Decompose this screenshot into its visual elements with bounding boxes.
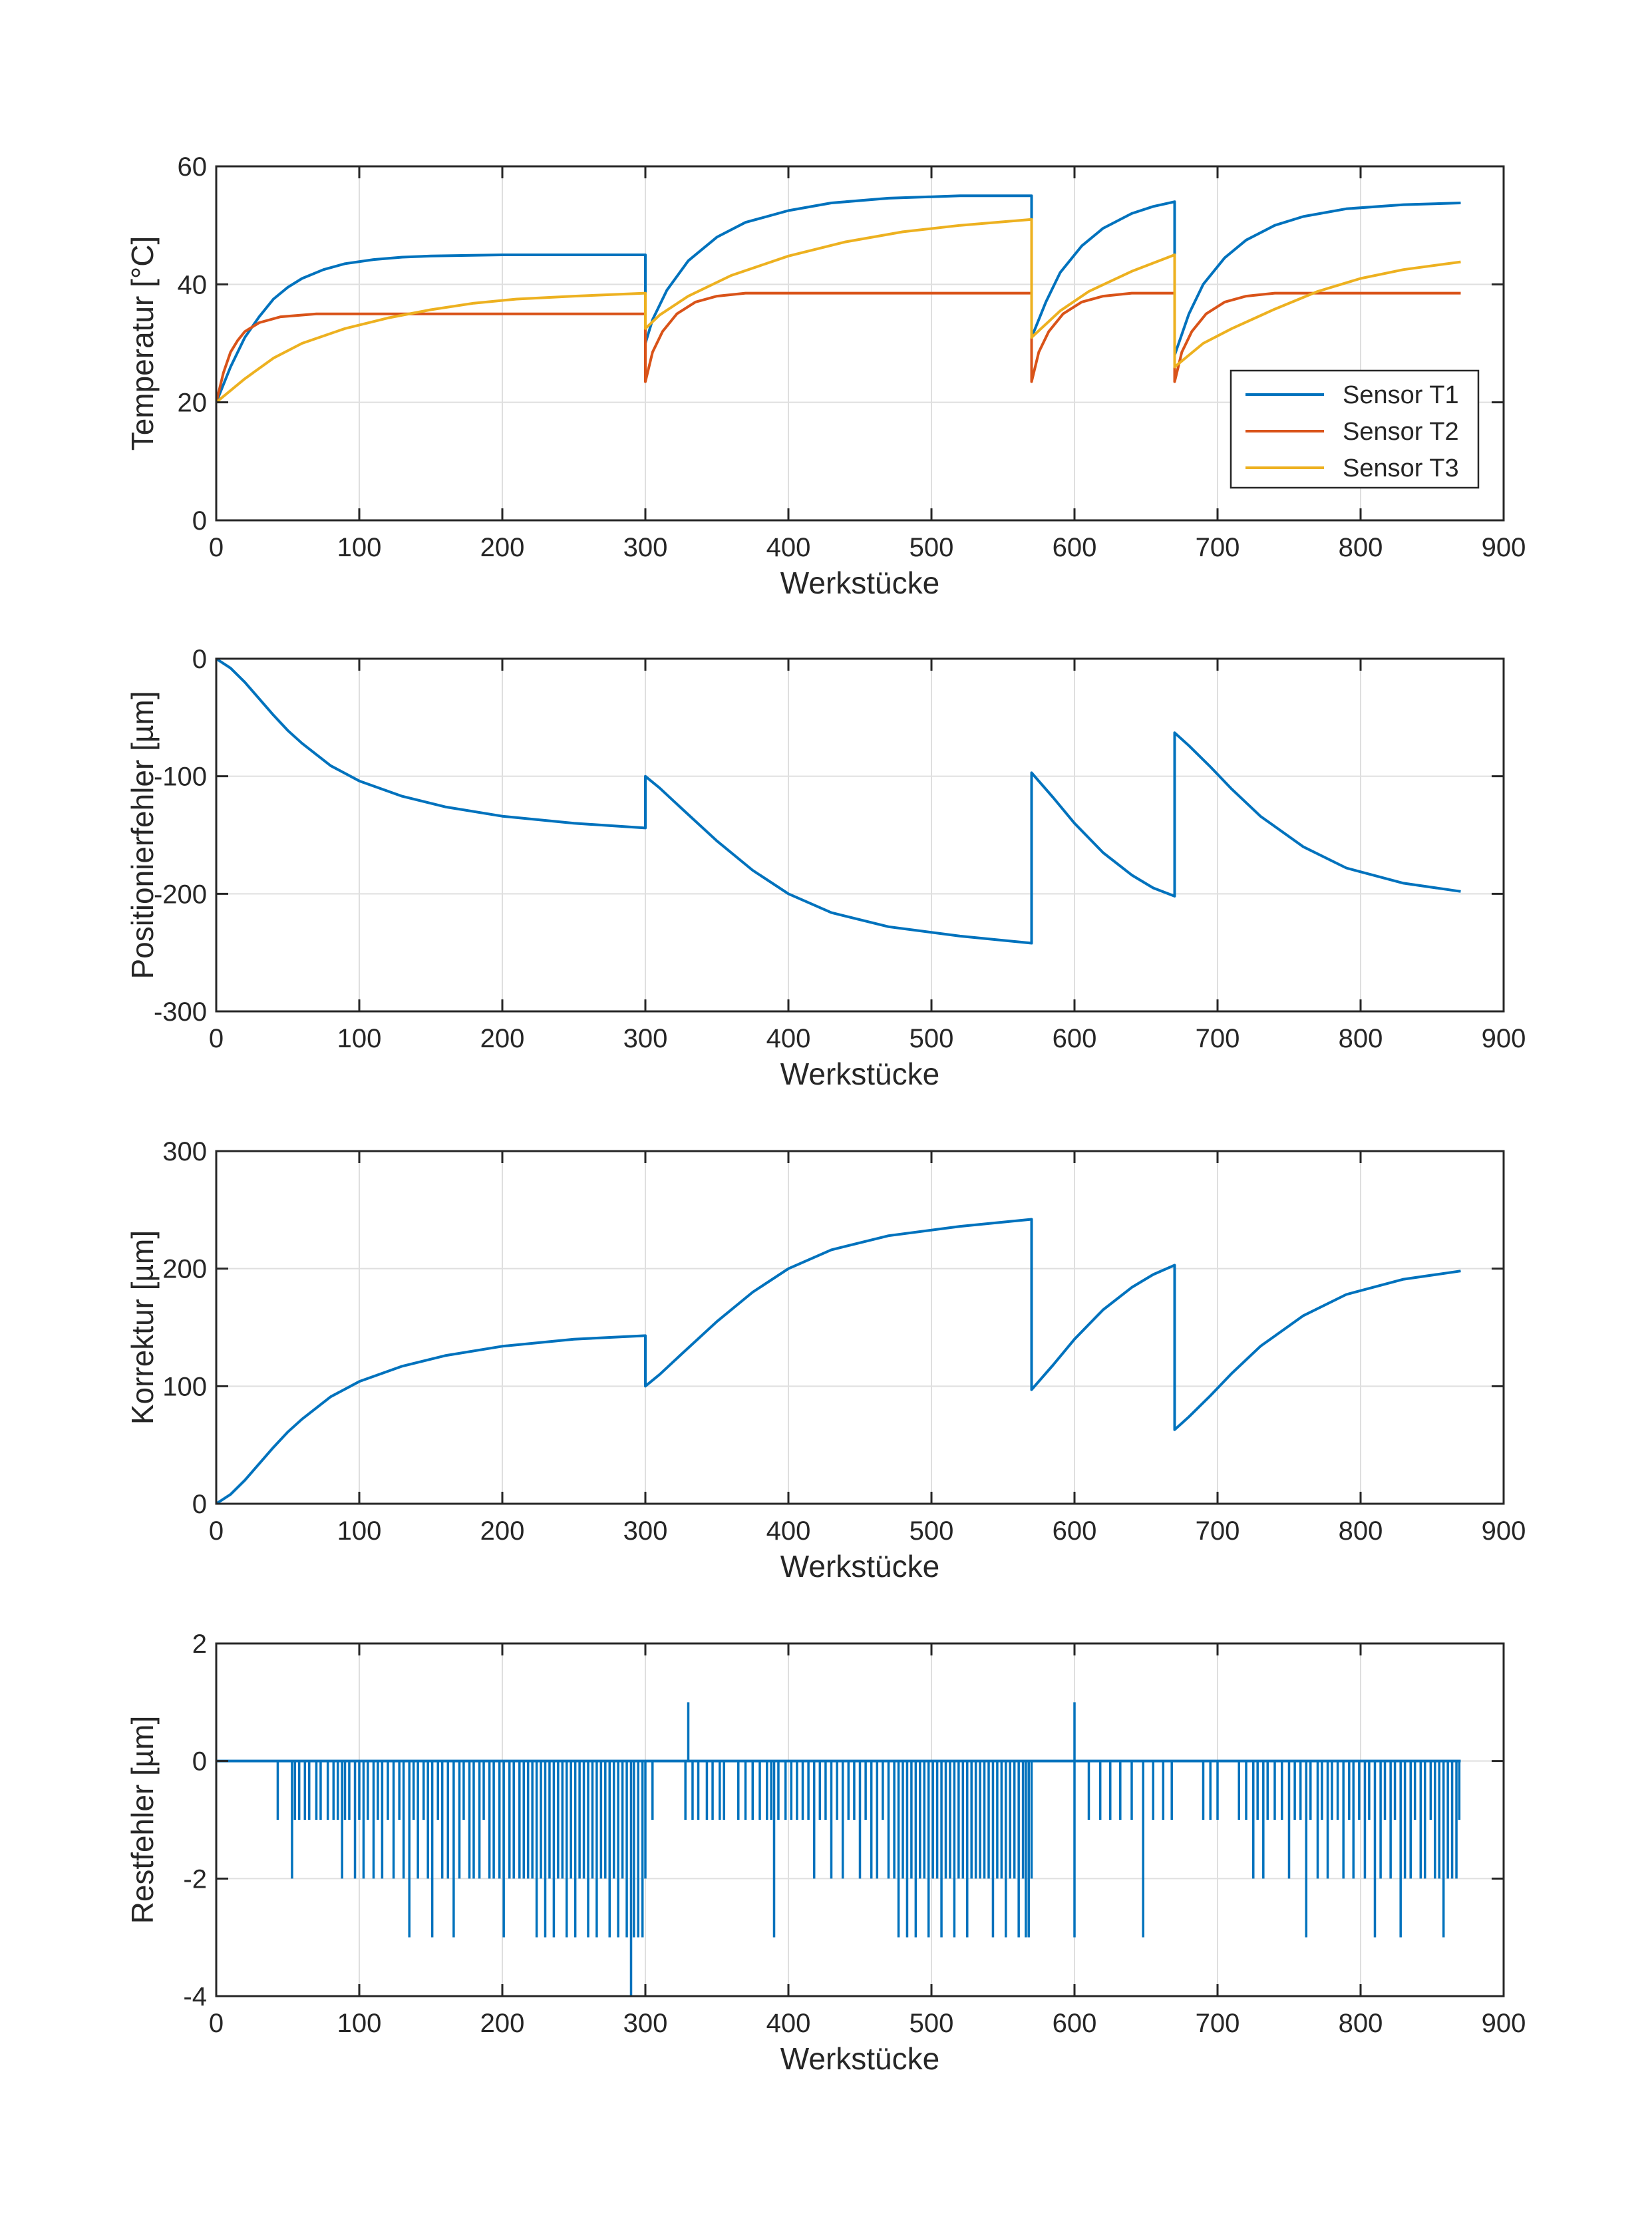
plot-data [216, 1702, 1461, 1996]
plot-data [216, 1218, 1461, 1505]
x-tick-label: 900 [1482, 533, 1526, 562]
x-tick-label: 900 [1482, 1024, 1526, 1053]
x-axis-label: Werkstücke [780, 2041, 939, 2076]
x-tick-label: 600 [1053, 1516, 1097, 1546]
x-tick-label: 700 [1196, 2009, 1240, 2038]
series-line-1 [216, 657, 1461, 945]
chart-legend: Sensor T1 Sensor T2 Sensor T3 [1230, 369, 1480, 489]
x-tick-label: 200 [480, 1516, 525, 1546]
x-tick-label: 900 [1482, 2009, 1526, 2038]
x-tick-label: 0 [209, 1024, 224, 1053]
plot-frame [215, 165, 1505, 522]
x-tick-label: 800 [1339, 2009, 1383, 2038]
x-tick-label: 700 [1196, 1024, 1240, 1053]
y-tick-label: -300 [154, 997, 207, 1027]
series-line-1 [216, 1218, 1461, 1505]
x-tick-label: 400 [766, 2009, 811, 2038]
chart-panel-3: 0 100 200 300 400 500 600 700 800 900 0 100 200 300 We… [125, 1137, 1526, 1584]
x-tick-label: 700 [1196, 533, 1240, 562]
y-tick-label: -200 [154, 880, 207, 909]
y-tick-label: 40 [178, 270, 208, 299]
x-tick-label: 200 [480, 2009, 525, 2038]
x-tick-label: 400 [766, 533, 811, 562]
chart-panel-1: 0 100 200 300 400 500 600 700 800 900 0 20 40 60 Werks… [125, 152, 1526, 600]
plot-frame [215, 1642, 1505, 1997]
x-axis-label: Werkstücke [780, 1057, 939, 1091]
x-tick-label: 800 [1339, 533, 1383, 562]
y-tick-label: 300 [162, 1137, 207, 1166]
x-axis-label: Werkstücke [780, 1549, 939, 1584]
y-tick-label: -100 [154, 763, 207, 792]
x-tick-label: 800 [1339, 1024, 1383, 1053]
x-tick-label: 100 [337, 533, 382, 562]
x-tick-label: 300 [623, 1024, 668, 1053]
x-axis-label: Werkstücke [780, 566, 939, 600]
x-tick-label: 0 [209, 533, 224, 562]
y-axis-label: Restfehler [µm] [125, 1716, 160, 1924]
x-tick-label: 700 [1196, 1516, 1240, 1546]
plot-frame [215, 657, 1505, 1013]
x-tick-label: 500 [909, 2009, 954, 2038]
x-tick-label: 600 [1053, 2009, 1097, 2038]
x-tick-label: 100 [337, 1516, 382, 1546]
y-tick-label: 2 [192, 1629, 207, 1659]
x-tick-label: 800 [1339, 1516, 1383, 1546]
series-line-1 [216, 194, 1461, 403]
y-axis-label: Positionierfehler [µm] [125, 691, 160, 979]
legend-label-3: Sensor T3 [1343, 454, 1459, 482]
legend-label-1: Sensor T1 [1343, 381, 1459, 409]
x-tick-label: 100 [337, 1024, 382, 1053]
x-tick-label: 600 [1053, 533, 1097, 562]
y-tick-label: 0 [192, 1747, 207, 1777]
y-tick-label: 20 [178, 389, 208, 418]
y-tick-label: -4 [183, 1982, 207, 2011]
series-line-3 [216, 218, 1461, 404]
x-tick-label: 400 [766, 1024, 811, 1053]
y-tick-label: 100 [162, 1372, 207, 1401]
y-tick-label: 0 [192, 506, 207, 536]
x-tick-label: 400 [766, 1516, 811, 1546]
y-tick-label: 0 [192, 645, 207, 674]
x-tick-label: 200 [480, 1024, 525, 1053]
x-tick-label: 300 [623, 1516, 668, 1546]
chart-panel-4: 0 100 200 300 400 500 600 700 800 900 -4 -2 0 2 Werkst… [125, 1629, 1526, 2076]
x-tick-label: 100 [337, 2009, 382, 2038]
x-tick-label: 500 [909, 533, 954, 562]
x-tick-label: 300 [623, 2009, 668, 2038]
x-tick-label: 500 [909, 1024, 954, 1053]
legend-label-2: Sensor T2 [1343, 418, 1459, 446]
y-tick-label: 200 [162, 1255, 207, 1284]
x-tick-label: 300 [623, 533, 668, 562]
y-tick-label: -2 [183, 1864, 207, 1894]
x-tick-label: 500 [909, 1516, 954, 1546]
y-tick-label: 0 [192, 1490, 207, 1519]
x-tick-label: 900 [1482, 1516, 1526, 1546]
plot-frame [215, 1150, 1505, 1505]
y-axis-label: Temperatur [°C] [125, 236, 160, 451]
plot-data [216, 194, 1461, 404]
y-tick-label: 60 [178, 152, 208, 182]
chart-panel-2: 0 100 200 300 400 500 600 700 800 900 -300 -200 -100… [125, 645, 1526, 1091]
x-tick-label: 200 [480, 533, 525, 562]
x-tick-label: 0 [209, 1516, 224, 1546]
y-axis-label: Korrektur [µm] [125, 1230, 160, 1425]
plot-data [216, 657, 1461, 945]
x-tick-label: 0 [209, 2009, 224, 2038]
x-tick-label: 600 [1053, 1024, 1097, 1053]
series-line-2 [216, 291, 1461, 403]
